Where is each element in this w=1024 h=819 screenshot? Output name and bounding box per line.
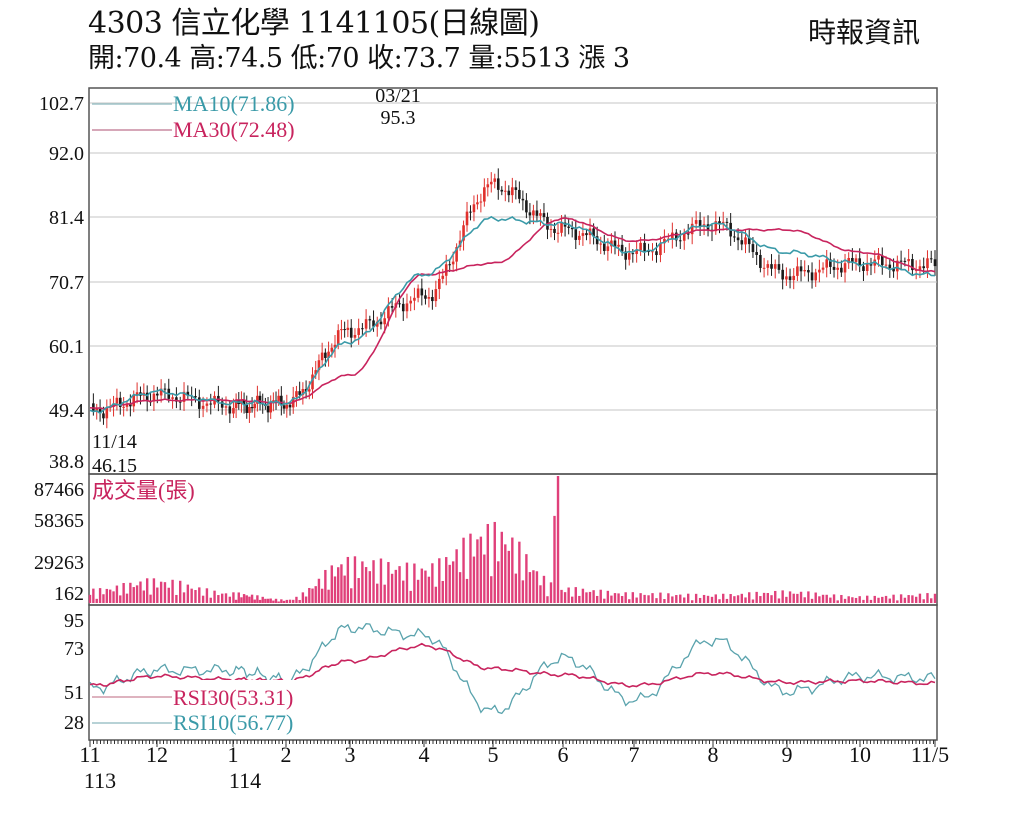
volume-y-tick: 58365 bbox=[34, 510, 84, 532]
volume-y-tick: 29263 bbox=[34, 552, 84, 574]
x-tick-month: 4 bbox=[419, 742, 430, 767]
volume-y-tick: 87466 bbox=[34, 479, 84, 501]
volume-y-axis: 87466 58365 29263 162 bbox=[34, 479, 84, 605]
x-tick-month: 5 bbox=[488, 742, 499, 767]
x-tick-month: 11 bbox=[79, 742, 100, 767]
brand-label: 時報資訊 bbox=[808, 16, 921, 49]
rsi10-legend-label: RSI10(56.77) bbox=[173, 710, 293, 735]
rsi30-legend-label: RSI30(53.31) bbox=[173, 685, 293, 710]
x-axis: 11 12 1 2 3 4 5 6 7 8 9 10 11/5 113 114 bbox=[79, 742, 949, 793]
volume-y-tick: 162 bbox=[54, 583, 84, 605]
x-tick-month: 7 bbox=[629, 742, 640, 767]
high-value-annotation: 95.3 bbox=[381, 107, 416, 129]
low-value-annotation: 46.15 bbox=[92, 455, 137, 477]
volume-label: 成交量(張) bbox=[92, 478, 195, 503]
price-panel-frame bbox=[88, 87, 938, 475]
y-tick: 102.7 bbox=[39, 93, 84, 115]
rsi-y-tick: 51 bbox=[64, 682, 84, 704]
rsi-y-tick: 73 bbox=[64, 638, 84, 660]
rsi-legend-bg bbox=[172, 680, 314, 732]
ma30-line bbox=[89, 217, 936, 410]
x-tick-month: 8 bbox=[708, 742, 719, 767]
high-date-annotation: 03/21 bbox=[375, 85, 421, 107]
price-gridlines bbox=[90, 102, 937, 411]
x-tick-month: 11/5 bbox=[911, 742, 949, 767]
rsi-y-tick: 95 bbox=[64, 610, 84, 632]
panel-frames bbox=[88, 87, 938, 741]
x-tick-month: 9 bbox=[782, 742, 793, 767]
y-tick: 70.7 bbox=[49, 272, 84, 294]
x-axis-minor-ticks bbox=[89, 740, 936, 747]
price-legend: MA10(71.86) MA30(72.48) bbox=[92, 91, 295, 142]
rsi-y-tick: 28 bbox=[64, 712, 84, 734]
ma30-legend-label: MA30(72.48) bbox=[173, 117, 295, 142]
x-tick-month: 10 bbox=[849, 742, 871, 767]
y-tick: 38.8 bbox=[49, 451, 84, 473]
y-tick: 92.0 bbox=[49, 143, 84, 165]
x-tick-month: 3 bbox=[345, 742, 356, 767]
price-y-axis: 102.7 92.0 81.4 70.7 60.1 49.4 38.8 bbox=[39, 93, 84, 473]
y-tick: 60.1 bbox=[49, 336, 84, 358]
x-tick-month: 2 bbox=[281, 742, 292, 767]
rsi-y-axis: 95 73 51 28 bbox=[64, 610, 84, 734]
volume-bars bbox=[88, 476, 937, 603]
low-date-annotation: 11/14 bbox=[92, 431, 137, 453]
y-tick: 49.4 bbox=[49, 400, 84, 422]
x-tick-month: 6 bbox=[558, 742, 569, 767]
ma10-legend-label: MA10(71.86) bbox=[173, 91, 295, 116]
x-tick-year: 114 bbox=[229, 768, 261, 793]
rsi10-line bbox=[89, 623, 936, 715]
y-tick: 81.4 bbox=[49, 207, 84, 229]
x-tick-year: 113 bbox=[84, 768, 116, 793]
rsi-legend: RSI30(53.31) RSI10(56.77) bbox=[92, 680, 314, 735]
x-tick-month: 12 bbox=[146, 742, 168, 767]
candlesticks bbox=[92, 168, 937, 429]
ma10-line bbox=[89, 215, 936, 414]
chart-title: 4303 信立化學 1141105(日線圖) bbox=[88, 6, 540, 41]
ohlc-summary: 開:70.4 高:74.5 低:70 收:73.7 量:5513 漲 3 bbox=[88, 43, 630, 74]
x-tick-month: 1 bbox=[228, 742, 239, 767]
